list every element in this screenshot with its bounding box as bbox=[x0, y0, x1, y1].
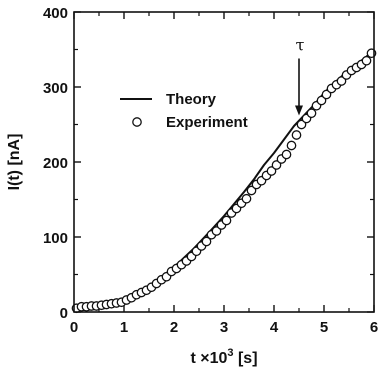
y-tick-label: 400 bbox=[43, 5, 68, 22]
experiment-point bbox=[211, 226, 222, 236]
y-tick-label: 100 bbox=[43, 230, 68, 247]
tick-labels: 0 1 2 3 4 5 6 0 100 200 300 400 bbox=[43, 5, 378, 336]
experiment-series bbox=[71, 48, 377, 314]
legend-theory-label: Theory bbox=[166, 91, 217, 108]
x-axis-title-main: t ×10 bbox=[190, 350, 227, 367]
experiment-point bbox=[291, 130, 302, 140]
experiment-point bbox=[266, 166, 277, 176]
x-tick-label: 5 bbox=[320, 319, 328, 336]
y-axis-title: I(t) [nA] bbox=[6, 134, 23, 191]
tau-arrow-head bbox=[295, 105, 303, 116]
tau-annotation: τ bbox=[295, 36, 305, 116]
plot-area bbox=[74, 12, 374, 312]
experiment-point bbox=[201, 236, 212, 247]
x-tick-label: 1 bbox=[120, 319, 128, 336]
experiment-point bbox=[316, 95, 327, 106]
tau-label: τ bbox=[296, 36, 305, 55]
experiment-point bbox=[296, 119, 307, 130]
experiment-point bbox=[321, 89, 332, 100]
x-axis-title-unit: [s] bbox=[234, 350, 258, 367]
x-tick-label: 6 bbox=[370, 319, 378, 336]
y-tick-label: 200 bbox=[43, 155, 68, 172]
experiment-point bbox=[281, 149, 292, 160]
experiment-point bbox=[241, 193, 252, 204]
plot-frame bbox=[73, 11, 375, 313]
legend-experiment-label: Experiment bbox=[166, 114, 248, 131]
x-axis-title-exponent: 3 bbox=[227, 347, 233, 359]
x-axis-title: t ×103 [s] bbox=[190, 347, 257, 367]
experiment-point bbox=[336, 76, 347, 86]
x-tick-label: 3 bbox=[220, 319, 228, 336]
experiment-point bbox=[361, 55, 372, 66]
y-tick-label: 300 bbox=[43, 80, 68, 97]
y-tick-label: 0 bbox=[60, 305, 68, 322]
experiment-point bbox=[286, 140, 297, 151]
legend: Theory Experiment bbox=[120, 91, 248, 131]
x-tick-label: 4 bbox=[270, 319, 279, 336]
x-tick-label: 0 bbox=[70, 319, 78, 336]
x-tick-label: 2 bbox=[170, 319, 178, 336]
experiment-point bbox=[221, 215, 232, 226]
experiment-point bbox=[306, 108, 317, 119]
legend-experiment-marker bbox=[132, 117, 142, 127]
experiment-point bbox=[271, 160, 282, 170]
experiment-point bbox=[246, 185, 257, 196]
